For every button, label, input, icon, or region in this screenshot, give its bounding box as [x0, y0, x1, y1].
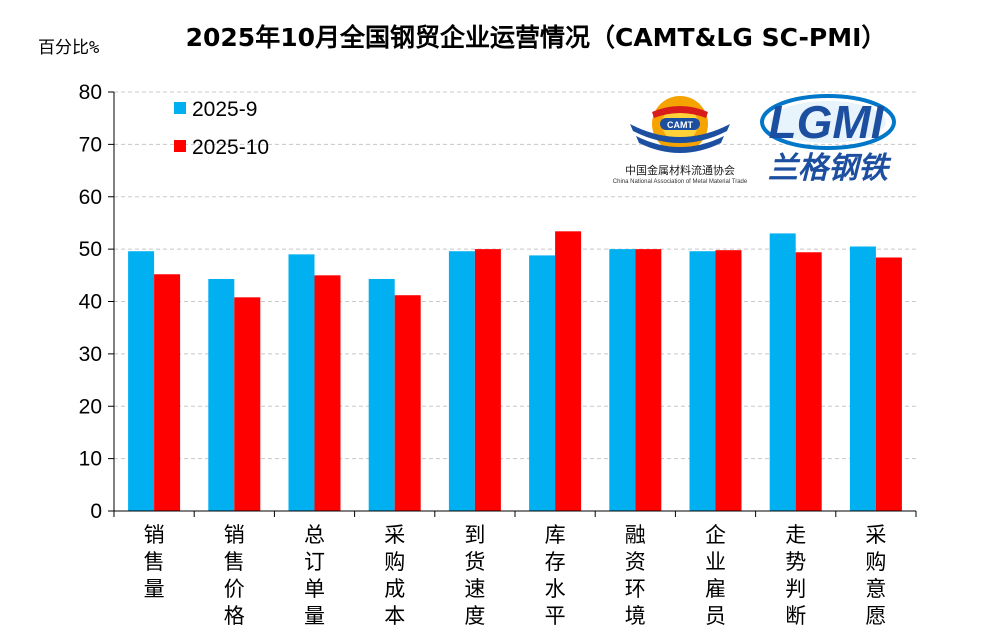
y-tick-label: 50: [79, 238, 102, 261]
x-category-label: 销售价格: [224, 523, 245, 628]
category-labels: 销售量 销售价格 总订单量 采购成本 到货速度 库存水平 融资环境 企业雇员 走势判断 采购意愿: [144, 523, 887, 628]
y-tick-label: 60: [79, 186, 102, 209]
x-category-label: 采购成本: [384, 523, 405, 628]
x-category-label: 采购意愿: [865, 523, 886, 628]
y-tick-label: 0: [90, 500, 102, 523]
x-category-label: 销售量: [144, 523, 165, 601]
camt-name-en: China National Association of Metal Mate…: [613, 179, 748, 185]
x-category-label: 融资环境: [625, 523, 646, 628]
legend-label-series-1: 2025-9: [192, 98, 257, 121]
y-tick-label: 30: [79, 343, 102, 366]
bars: [128, 231, 902, 512]
bar-series-2: [394, 295, 421, 511]
camt-name-cn: 中国金属材料流通协会: [625, 163, 735, 177]
x-category-label: 企业雇员: [705, 523, 726, 628]
bar-series-2: [555, 231, 582, 511]
bar-series-1: [288, 254, 315, 512]
bar-series-2: [314, 275, 341, 511]
y-tick-label: 70: [79, 133, 102, 156]
bar-series-1: [689, 251, 716, 511]
camt-badge-text: CAMT: [667, 120, 693, 130]
y-tick-label: 20: [79, 395, 102, 418]
bar-series-2: [715, 250, 742, 512]
x-category-label: 总订单量: [304, 523, 325, 628]
bar-series-1: [208, 278, 235, 511]
bar-series-2: [795, 252, 822, 511]
legend: 2025-9 2025-10: [174, 98, 269, 159]
x-category-label: 走势判断: [785, 523, 806, 628]
lgmi-logo: LGMI 兰格钢铁: [760, 94, 896, 186]
camt-logo: CAMT 中国金属材料流通协会 China National Associati…: [613, 96, 748, 185]
bar-series-2: [875, 257, 902, 511]
bar-series-1: [849, 246, 876, 511]
y-tick-label: 80: [79, 81, 102, 104]
bar-series-2: [474, 249, 501, 511]
lgmi-name-cn: 兰格钢铁: [768, 151, 892, 186]
bar-series-2: [154, 274, 181, 511]
lgmi-name: LGMI: [769, 96, 885, 148]
y-tick-labels: 0 10 20 30 40 50 60 70 80: [79, 81, 102, 523]
y-axis-label: 百分比%: [38, 38, 99, 58]
bar-series-1: [609, 249, 636, 511]
y-tick-label: 10: [79, 448, 102, 471]
bar-series-1: [128, 251, 155, 511]
x-category-label: 到货速度: [464, 523, 485, 628]
legend-swatch-series-2: [174, 140, 186, 152]
bar-series-1: [448, 251, 475, 511]
y-tick-label: 40: [79, 291, 102, 314]
legend-swatch-series-1: [174, 102, 186, 114]
legend-label-series-2: 2025-10: [192, 136, 269, 159]
bar-series-1: [769, 233, 796, 511]
bar-series-1: [529, 255, 556, 511]
axes: [108, 91, 917, 517]
chart-title: 2025年10月全国钢贸企业运营情况（CAMT&LG SC-PMI）: [186, 23, 887, 52]
bar-series-2: [234, 297, 261, 511]
bar-series-1: [368, 278, 395, 511]
x-category-label: 库存水平: [545, 523, 566, 628]
bar-series-2: [635, 249, 662, 511]
